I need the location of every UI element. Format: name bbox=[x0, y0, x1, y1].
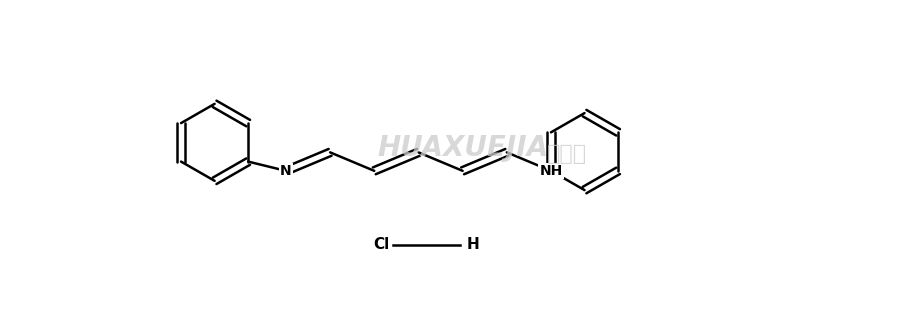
Text: 化学加: 化学加 bbox=[548, 144, 588, 164]
Text: H: H bbox=[466, 237, 479, 252]
Text: N: N bbox=[280, 164, 292, 178]
Text: HUAXUEJIA: HUAXUEJIA bbox=[377, 134, 548, 162]
Text: NH: NH bbox=[539, 164, 563, 178]
Text: Cl: Cl bbox=[373, 237, 389, 252]
